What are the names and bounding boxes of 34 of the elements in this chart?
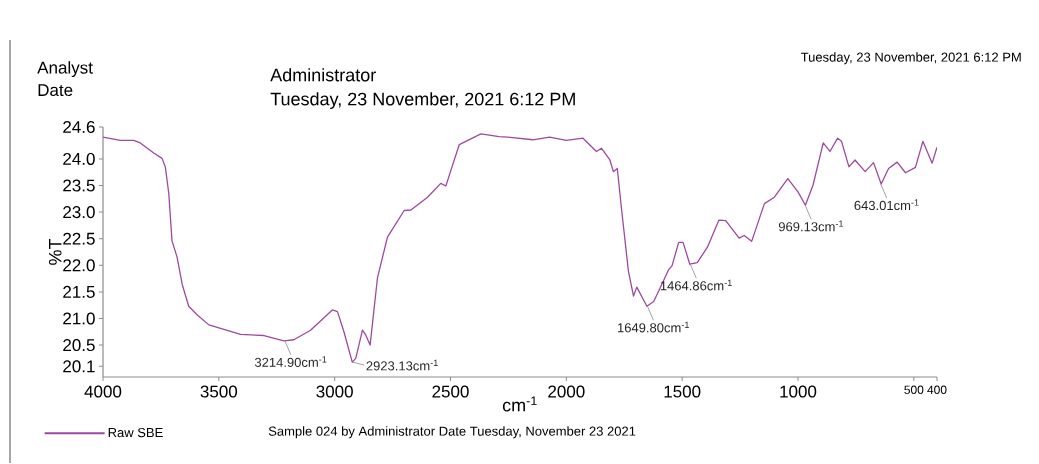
annotation: 2923.13cm$^{-1}$ [366, 359, 438, 371]
x-tick-label: 1500 [664, 385, 701, 398]
annotation: 1649.80cm$^{-1}$ [617, 321, 689, 333]
x-axis-title: cm$^{-1}$ [502, 396, 537, 412]
x-tick-label: 1000 [780, 385, 817, 398]
text: Analyst [37, 61, 93, 78]
x-tick-label: 400 [927, 385, 947, 395]
legend-label: Raw SBE [108, 428, 163, 438]
y-tick-label: 23.5 [63, 179, 95, 192]
y-tick-label: 20.5 [63, 339, 95, 352]
x-tick-label: 4000 [84, 385, 122, 398]
x-tick-label: 500 [904, 385, 924, 395]
annotation: 969.13cm$^{-1}$ [778, 220, 844, 232]
y-tick-label: 23.0 [63, 206, 95, 219]
y-tick-label: 21.5 [63, 286, 95, 299]
x-tick-label: 3000 [316, 385, 353, 398]
y-tick-label: 22.5 [63, 232, 95, 245]
y-tick-label: 24.0 [63, 153, 95, 166]
x-tick-label: 2500 [432, 385, 469, 398]
chart-title: Administrator [270, 68, 376, 82]
y-tick-label: 22.0 [63, 259, 95, 272]
x-tick-label: 2000 [548, 385, 585, 398]
y-axis-title: %T [48, 239, 62, 266]
text: Sample 024 by Administrator Date Tuesday, November 23 2021 [268, 426, 636, 439]
x-tick-label: 3500 [200, 385, 238, 398]
y-tick-label: 20.1 [63, 360, 95, 373]
chart-subtitle: Tuesday, 23 November, 2021 6:12 PM [270, 92, 575, 110]
annotation: 1464.86cm$^{-1}$ [660, 279, 732, 291]
y-tick-label: 21.0 [63, 312, 95, 325]
text: Date [38, 84, 73, 97]
y-tick-label: 24.6 [63, 121, 95, 134]
text: Tuesday, 23 November, 2021 6:12 PM [800, 52, 1021, 65]
annotation: 3214.90cm$^{-1}$ [254, 356, 327, 368]
annotation: 643.01cm$^{-1}$ [854, 199, 919, 211]
